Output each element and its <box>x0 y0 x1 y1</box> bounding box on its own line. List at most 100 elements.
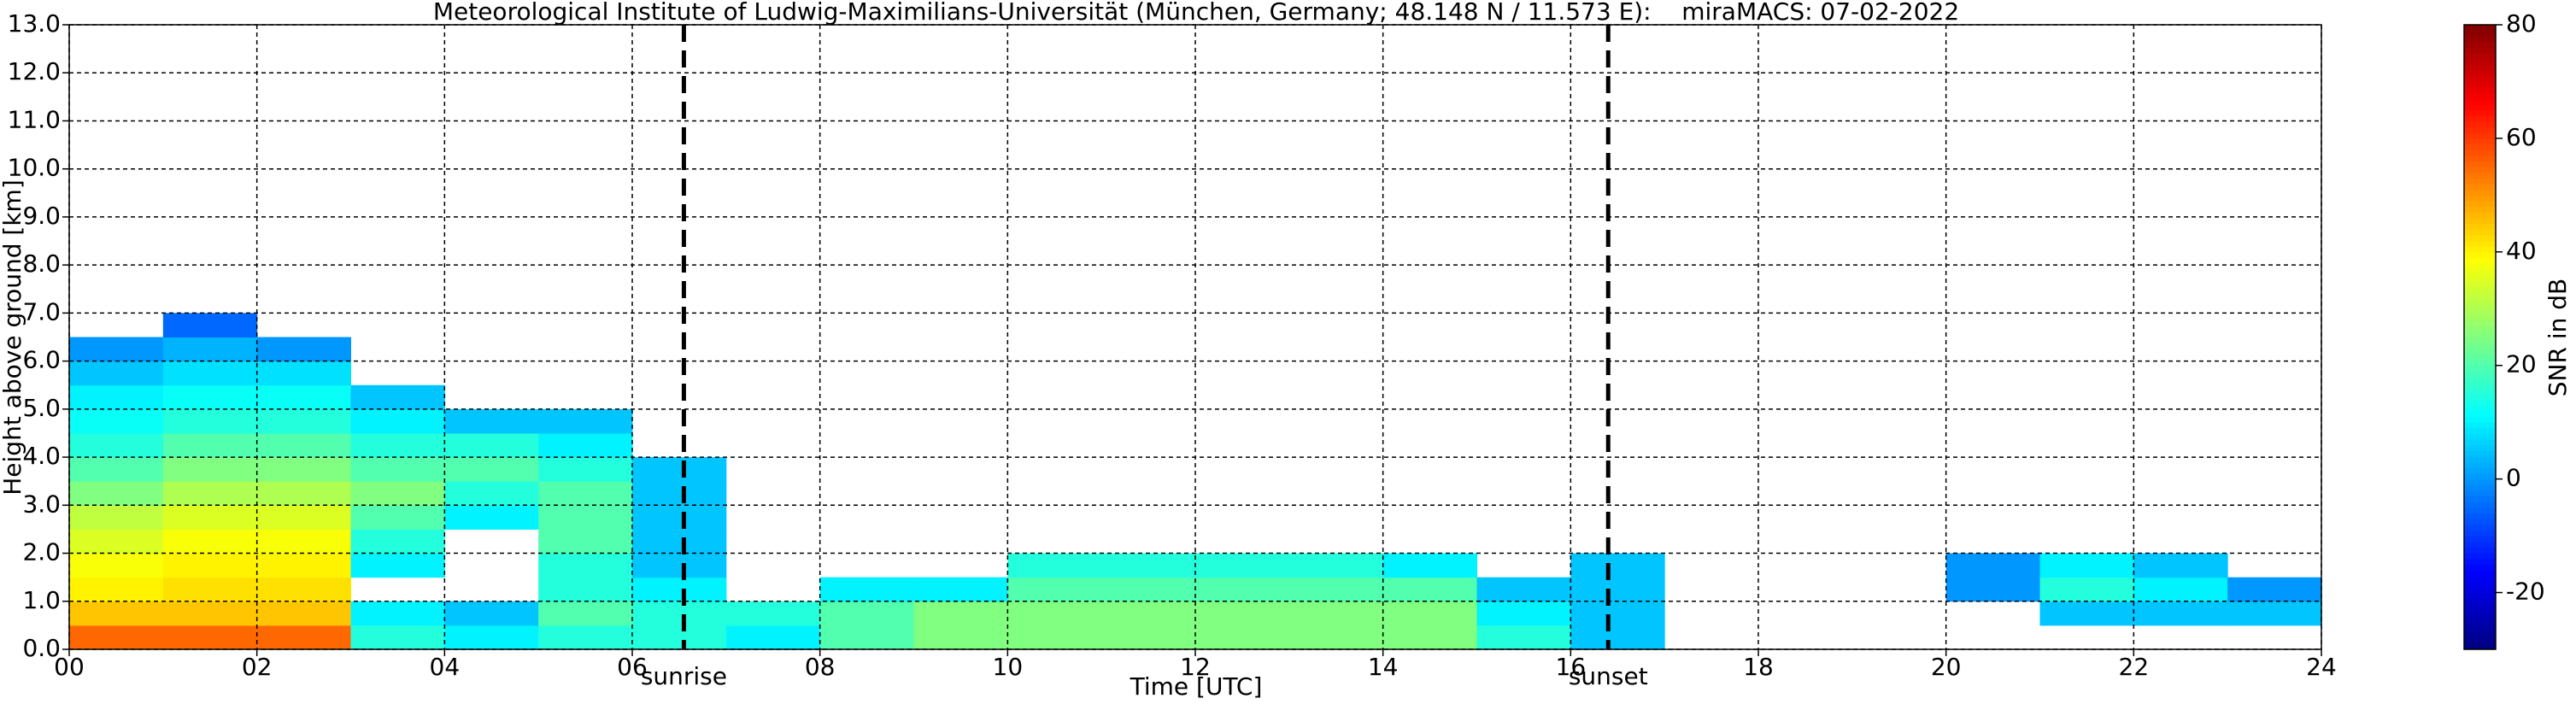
colorbar-step <box>2464 189 2496 196</box>
heatmap-cell <box>1288 577 1384 602</box>
heatmap-cell <box>2039 601 2134 626</box>
colorbar-step <box>2464 598 2496 605</box>
heatmap-cell <box>2227 601 2322 626</box>
x-tick-label: 02 <box>242 653 273 681</box>
colorbar-step <box>2464 75 2496 82</box>
colorbar-step <box>2464 354 2496 361</box>
heatmap-cell <box>444 408 539 434</box>
heatmap-cell <box>69 481 164 506</box>
colorbar-step <box>2464 36 2496 43</box>
heatmap-cell <box>2227 577 2322 602</box>
colorbar-step <box>2464 490 2496 497</box>
heatmap-cell <box>2039 553 2134 578</box>
colorbar-step <box>2464 58 2496 66</box>
colorbar-step <box>2464 472 2496 480</box>
colorbar-step <box>2464 405 2496 412</box>
colorbar-step <box>2464 30 2496 37</box>
heatmap-cell <box>162 432 258 458</box>
heatmap-cell <box>69 361 164 386</box>
colorbar-frame <box>2463 24 2497 650</box>
y-tick-label: 13.0 <box>8 9 61 38</box>
heatmap-cell <box>1007 625 1102 650</box>
colorbar-step <box>2464 643 2496 650</box>
colorbar-tick-label: 80 <box>2506 9 2537 38</box>
x-tick-label: 12 <box>1180 653 1211 681</box>
y-tick-label: 4.0 <box>22 442 61 470</box>
heatmap-cell <box>162 408 258 434</box>
colorbar-step <box>2464 461 2496 468</box>
colorbar-step <box>2464 439 2496 446</box>
colorbar-step <box>2464 263 2496 270</box>
colorbar-step <box>2464 433 2496 440</box>
heatmap-cell <box>632 577 727 602</box>
heatmap-cell <box>350 384 445 410</box>
x-tick-label: 10 <box>993 653 1024 681</box>
colorbar-step <box>2464 150 2496 156</box>
heatmap-cell <box>1288 553 1384 578</box>
colorbar-step <box>2464 201 2496 208</box>
heatmap-cell <box>162 505 258 530</box>
heatmap-cell <box>2133 577 2228 602</box>
colorbar-step <box>2464 637 2496 644</box>
colorbar-step <box>2464 138 2496 145</box>
colorbar-step <box>2464 609 2496 616</box>
heatmap-cell <box>538 625 633 650</box>
y-tick-label: 9.0 <box>22 202 61 230</box>
heatmap-cell <box>444 457 539 482</box>
heatmap-cell <box>69 625 164 650</box>
x-tick-label: 00 <box>54 653 85 681</box>
colorbar-step <box>2464 513 2496 519</box>
x-tick-label: 20 <box>1931 653 1962 681</box>
heatmap-cell <box>1570 577 1665 602</box>
colorbar-step <box>2464 70 2496 77</box>
event-label: sunset <box>1569 662 1648 690</box>
colorbar-label: SNR in dB <box>2544 279 2572 396</box>
heatmap-cell <box>162 529 258 554</box>
heatmap-cell <box>632 529 727 554</box>
heatmap-cell <box>538 505 633 530</box>
colorbar-step <box>2464 285 2496 292</box>
heatmap-cell <box>1382 601 1477 626</box>
heatmap-cell <box>256 601 351 626</box>
heatmap-cell <box>444 505 539 530</box>
heatmap-cell <box>350 601 445 626</box>
heatmap-cell <box>538 601 633 626</box>
heatmap-cell <box>1195 553 1290 578</box>
colorbar-step <box>2464 343 2496 349</box>
heatmap-cell <box>632 481 727 506</box>
heatmap-cell <box>1101 577 1196 602</box>
heatmap-cell <box>632 553 727 578</box>
colorbar-step <box>2464 234 2496 242</box>
heatmap-cell <box>819 577 914 602</box>
y-tick-label: 11.0 <box>8 105 61 133</box>
colorbar-step <box>2464 184 2496 191</box>
colorbar-step <box>2464 615 2496 622</box>
colorbar-step <box>2464 206 2496 213</box>
colorbar-step <box>2464 274 2496 281</box>
colorbar-step <box>2464 507 2496 514</box>
heatmap-cell <box>256 337 351 362</box>
colorbar-step <box>2464 87 2496 94</box>
colorbar-step <box>2464 450 2496 457</box>
colorbar-step <box>2464 524 2496 531</box>
heatmap-cell <box>69 384 164 410</box>
heatmap-cell <box>256 577 351 602</box>
heatmap-cell <box>444 481 539 506</box>
heatmap-cell <box>913 577 1008 602</box>
colorbar-step <box>2464 581 2496 588</box>
colorbar-step <box>2464 337 2496 343</box>
heatmap-cell <box>256 408 351 434</box>
x-axis-label: Time [UTC] <box>1130 672 1263 701</box>
heatmap-cell <box>69 577 164 602</box>
heatmap-cell <box>69 432 164 458</box>
colorbar-step <box>2464 155 2496 161</box>
heatmap-cell <box>1007 601 1102 626</box>
heatmap-cell <box>1476 577 1571 602</box>
heatmap-cell <box>1195 601 1290 626</box>
colorbar-step <box>2464 81 2496 88</box>
heatmap-cell <box>256 553 351 578</box>
heatmap-cell <box>538 408 633 434</box>
heatmap-cell <box>162 337 258 362</box>
heatmap-cell <box>632 457 727 482</box>
